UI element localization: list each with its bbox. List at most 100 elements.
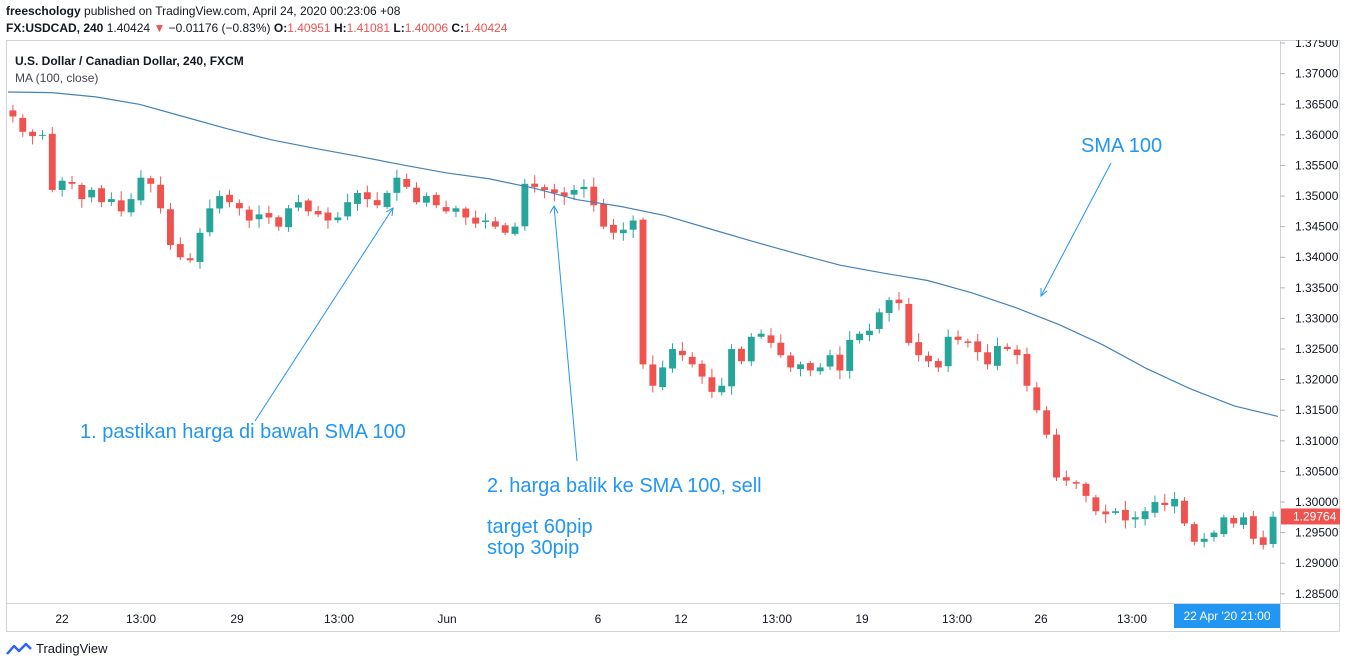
- candle-body: [235, 203, 243, 209]
- x-tick-label: 19: [855, 612, 869, 626]
- candle-body: [117, 200, 125, 212]
- price-axis[interactable]: 1.37500 1.37000 1.36500 1.36000 1.35500 1.350…: [1280, 40, 1340, 601]
- candle-body: [1161, 502, 1169, 506]
- candle-body: [1220, 517, 1228, 535]
- chart-container[interactable]: 1.37500 1.37000 1.36500 1.36000 1.35500 1.350…: [6, 40, 1340, 632]
- chart-legend-title: U.S. Dollar / Canadian Dollar, 240, FXCM: [15, 54, 244, 68]
- candle-body: [304, 200, 312, 212]
- candle-body: [413, 187, 421, 203]
- y-tick-label: 1.36000: [1295, 128, 1339, 142]
- candle-body: [826, 355, 834, 367]
- candle-body: [875, 312, 883, 329]
- candle-body: [432, 194, 440, 206]
- candle-body: [472, 217, 480, 224]
- candle-body: [39, 134, 46, 136]
- candle-body: [157, 184, 165, 209]
- candle-body: [294, 202, 302, 208]
- candle-body: [1230, 517, 1238, 524]
- candle-body: [865, 330, 873, 336]
- candle-body: [354, 192, 361, 204]
- candle-body: [531, 183, 539, 187]
- candle-body: [324, 212, 332, 221]
- candle-body: [482, 220, 489, 223]
- candle-body: [1249, 516, 1257, 539]
- close-label: C:: [451, 21, 465, 35]
- close-value: 1.40424: [464, 21, 508, 35]
- candle-body: [934, 361, 942, 368]
- candle-body: [285, 208, 293, 228]
- candle-body: [698, 363, 706, 377]
- chart-border: [6, 40, 1340, 632]
- candle-body: [1033, 387, 1041, 411]
- arrowhead-2: [549, 204, 559, 214]
- candle-body: [462, 208, 470, 218]
- candle-body: [245, 209, 253, 221]
- candle-body: [560, 192, 568, 197]
- annotation-step2: 2. harga balik ke SMA 100, sell: [487, 475, 762, 497]
- candle-body: [708, 377, 716, 392]
- y-tick-label: 1.33000: [1295, 311, 1339, 325]
- candle-body: [816, 367, 824, 372]
- author-name[interactable]: freeschology: [6, 4, 81, 18]
- candle-body: [728, 349, 736, 387]
- candle-body: [649, 364, 657, 386]
- candle-body: [1190, 524, 1198, 542]
- candle-body: [48, 133, 56, 190]
- crosshair-time-badge: [1174, 604, 1280, 628]
- candle-body: [1240, 517, 1247, 525]
- candle-body: [147, 178, 155, 184]
- x-tick-label: 29: [230, 612, 244, 626]
- candle-body: [718, 385, 726, 393]
- annotation-stop: stop 30pip: [487, 537, 580, 559]
- high-value: 1.41081: [346, 21, 391, 35]
- candle-body: [846, 339, 854, 371]
- brand-label: TradingView: [36, 641, 108, 656]
- candle-body: [1269, 516, 1277, 544]
- candle-body: [186, 258, 194, 261]
- y-tick-label: 1.34500: [1295, 220, 1339, 234]
- candle-body: [206, 208, 214, 233]
- y-tick-label: 1.31000: [1295, 434, 1339, 448]
- candle-body: [984, 352, 992, 365]
- candle-body: [1102, 511, 1110, 515]
- candle-body: [363, 192, 371, 200]
- open-label: O:: [273, 21, 288, 35]
- y-tick-label: 1.36500: [1295, 97, 1339, 111]
- candle-body: [797, 364, 804, 370]
- candle-body: [550, 189, 558, 193]
- candle-body: [501, 225, 509, 233]
- candle-body: [954, 336, 962, 340]
- candle-body: [836, 354, 844, 371]
- time-axis[interactable]: 22 13:00 29 13:00 Jun 6 12 13:00 19 13:00 26 13:00 2…: [55, 604, 1280, 628]
- annotation-step1: 1. pastikan harga di bawah SMA 100: [80, 421, 406, 443]
- candle-body: [373, 200, 381, 206]
- candle-body: [895, 299, 903, 304]
- candle-body: [196, 232, 204, 262]
- candle-body: [275, 217, 283, 227]
- open-value: 1.40951: [287, 21, 331, 35]
- candle-body: [580, 186, 588, 190]
- y-tick-label: 1.35000: [1295, 189, 1339, 203]
- ohlc-line: FX:USDCAD, 240 1.40424 ▼ −0.01176 (−0.83…: [6, 21, 507, 35]
- candle-body: [600, 204, 608, 227]
- candle-body: [216, 196, 224, 209]
- price-chart[interactable]: 1.37500 1.37000 1.36500 1.36000 1.35500 1.350…: [6, 40, 1340, 632]
- candle-body: [1072, 482, 1080, 484]
- arrow-line-2: [553, 205, 578, 462]
- candle-body: [1181, 500, 1188, 524]
- candle-body: [344, 202, 352, 217]
- publish-line: freeschology published on TradingView.co…: [6, 4, 400, 18]
- candle-body: [688, 356, 696, 365]
- arrow-line-3: [1040, 162, 1112, 297]
- candle-body: [993, 345, 1001, 366]
- ma-legend[interactable]: MA (100, close): [15, 71, 99, 85]
- candle-body: [738, 348, 745, 362]
- candle-body: [1082, 483, 1090, 496]
- candle-body: [1210, 532, 1218, 538]
- candle-body: [9, 110, 17, 117]
- y-tick-label: 1.37000: [1295, 67, 1339, 81]
- candle-body: [226, 194, 233, 203]
- candle-body: [491, 221, 499, 227]
- candle-body: [856, 333, 864, 341]
- footer-branding[interactable]: TradingView: [6, 641, 108, 656]
